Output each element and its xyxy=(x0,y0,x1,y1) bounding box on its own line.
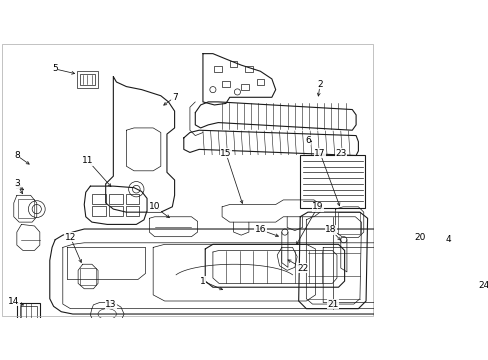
Bar xyxy=(108,206,122,216)
Text: 11: 11 xyxy=(82,156,94,165)
Bar xyxy=(241,84,248,90)
Bar xyxy=(80,74,95,85)
Text: 6: 6 xyxy=(305,136,310,145)
Text: 9: 9 xyxy=(14,182,20,191)
Text: 12: 12 xyxy=(64,233,76,242)
Bar xyxy=(244,66,252,72)
Text: 8: 8 xyxy=(14,151,20,160)
Text: 15: 15 xyxy=(220,149,231,158)
Bar xyxy=(214,66,222,72)
Bar xyxy=(222,81,229,87)
Text: 5: 5 xyxy=(52,64,58,73)
Text: 10: 10 xyxy=(149,202,160,211)
Bar xyxy=(20,306,37,321)
Text: 7: 7 xyxy=(171,93,177,102)
Bar xyxy=(229,60,237,67)
Bar xyxy=(77,71,98,88)
Text: 4: 4 xyxy=(444,235,450,244)
Text: 19: 19 xyxy=(311,202,323,211)
Bar xyxy=(108,194,122,204)
Bar xyxy=(80,268,96,285)
Text: 18: 18 xyxy=(325,225,336,234)
Text: 20: 20 xyxy=(413,233,425,242)
Text: 17: 17 xyxy=(314,149,325,158)
Text: 16: 16 xyxy=(254,225,265,234)
Text: 23: 23 xyxy=(334,149,346,158)
Bar xyxy=(92,206,105,216)
Bar xyxy=(19,199,34,218)
Text: 21: 21 xyxy=(327,300,338,309)
Bar xyxy=(256,79,264,85)
Text: 13: 13 xyxy=(105,300,117,309)
Text: 14: 14 xyxy=(8,297,20,306)
Text: 3: 3 xyxy=(14,179,20,188)
Bar xyxy=(300,156,365,208)
Bar xyxy=(125,206,139,216)
Text: 22: 22 xyxy=(296,264,307,273)
Bar xyxy=(17,302,40,324)
Bar xyxy=(125,194,139,204)
Text: 24: 24 xyxy=(477,281,488,290)
Bar xyxy=(338,212,359,234)
Text: 1: 1 xyxy=(200,276,205,285)
Bar xyxy=(92,194,105,204)
Text: 2: 2 xyxy=(317,80,322,89)
